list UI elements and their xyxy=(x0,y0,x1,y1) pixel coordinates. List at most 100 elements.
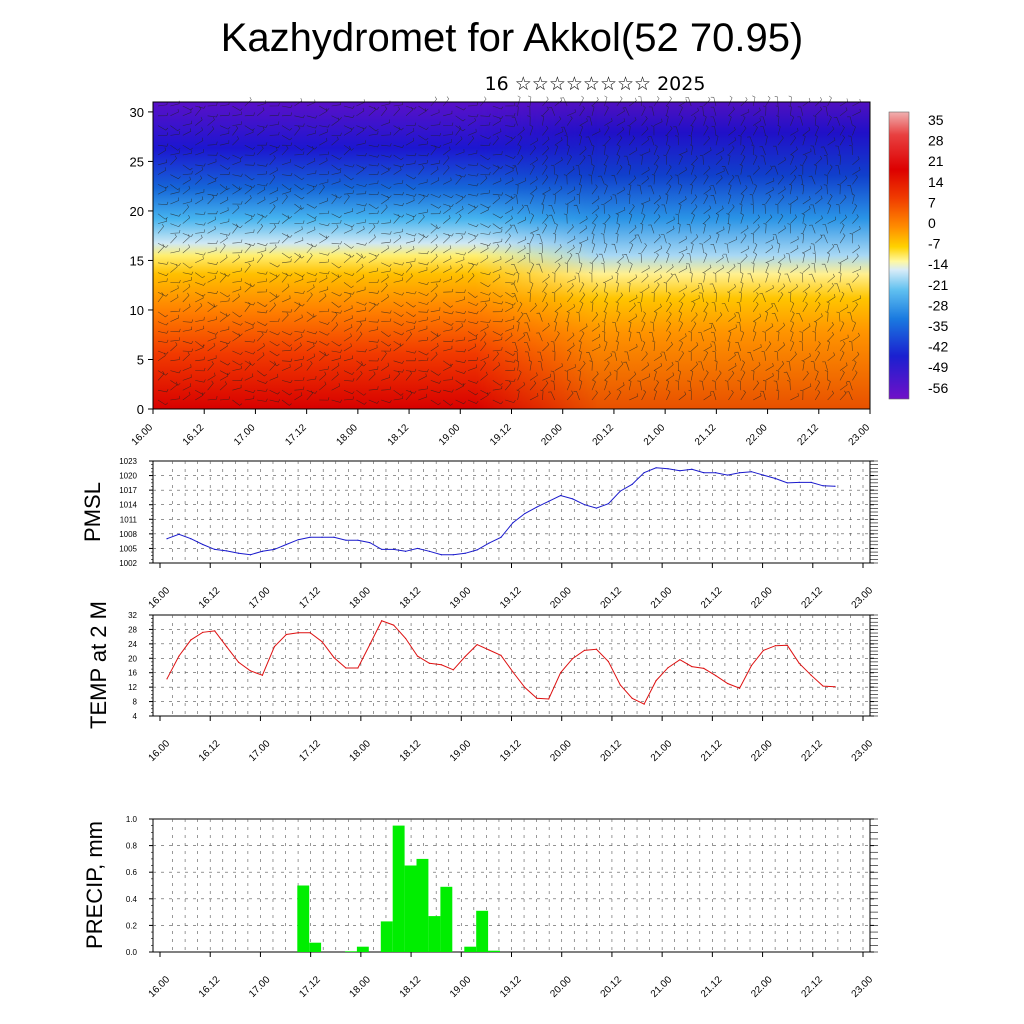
wind-barb xyxy=(814,301,821,312)
wind-barb xyxy=(232,201,243,205)
wind-barb xyxy=(585,136,593,146)
wind-barb xyxy=(566,144,570,156)
wind-barb xyxy=(838,272,842,283)
wind-barb xyxy=(505,136,513,146)
wind-barb xyxy=(823,106,828,116)
wind-barb xyxy=(740,108,750,117)
wind-barb xyxy=(443,255,452,264)
wind-barb xyxy=(393,369,405,373)
wind-barb xyxy=(232,111,242,117)
precip-bar xyxy=(464,946,477,952)
wind-barb xyxy=(306,144,318,150)
wind-barb xyxy=(393,331,405,336)
wind-barb xyxy=(257,107,265,117)
wind-barb xyxy=(567,332,575,342)
data-point xyxy=(524,512,526,515)
wind-barb xyxy=(244,112,255,117)
colorbar-label: 0 xyxy=(928,215,936,231)
wind-barb xyxy=(747,273,754,283)
wind-barb xyxy=(207,275,216,283)
wind-barb xyxy=(467,128,477,136)
wind-barb xyxy=(467,173,479,177)
wind-barb xyxy=(219,291,231,298)
wind-barb xyxy=(319,128,328,136)
wind-barb xyxy=(232,223,243,229)
wind-barb xyxy=(207,372,216,381)
wind-barb xyxy=(800,183,805,195)
wind-barb xyxy=(381,268,391,273)
data-point xyxy=(822,685,824,687)
wind-barb xyxy=(195,229,205,234)
wind-barb xyxy=(849,145,853,156)
wind-barb xyxy=(157,125,169,131)
wind-barb xyxy=(343,282,354,289)
wind-barb xyxy=(269,239,280,244)
wind-barb xyxy=(343,242,354,249)
data-point xyxy=(524,686,526,689)
wind-barb xyxy=(776,330,780,342)
wind-barb xyxy=(170,308,181,313)
wind-barb xyxy=(602,321,606,332)
wind-barb xyxy=(306,390,314,401)
wind-barb xyxy=(666,125,673,136)
wind-barb xyxy=(735,312,742,322)
wind-barb xyxy=(418,357,429,362)
wind-barb xyxy=(443,363,452,371)
wind-barb xyxy=(343,355,353,362)
wind-barb xyxy=(257,288,268,293)
wind-barb xyxy=(575,272,580,283)
wind-barb xyxy=(628,262,633,273)
wind-barb xyxy=(269,204,276,214)
wind-barb xyxy=(207,334,217,342)
wind-barb xyxy=(455,125,462,136)
wind-barb xyxy=(790,351,797,361)
wind-barb xyxy=(653,303,662,313)
wind-barb xyxy=(356,301,367,306)
wind-barb xyxy=(852,370,858,381)
wind-barb xyxy=(691,107,699,117)
wind-barb xyxy=(480,206,489,215)
wind-barb xyxy=(182,271,194,275)
wind-barb xyxy=(847,135,853,146)
wind-barb xyxy=(269,155,276,165)
wind-barb xyxy=(443,205,451,215)
wind-barb xyxy=(849,233,853,244)
wind-barb xyxy=(777,156,786,166)
data-point xyxy=(512,671,514,673)
data-point xyxy=(512,522,514,524)
wind-barb xyxy=(790,321,795,332)
wind-barb xyxy=(281,135,293,141)
wind-barb xyxy=(852,226,861,234)
wind-barb xyxy=(393,245,402,254)
data-point xyxy=(261,550,264,552)
wind-barb xyxy=(430,223,441,230)
wind-barb xyxy=(219,207,229,215)
wind-barb xyxy=(467,223,479,228)
wind-barb xyxy=(604,360,610,371)
wind-barb xyxy=(591,333,601,342)
wind-barb xyxy=(269,121,280,126)
wind-barb xyxy=(765,285,774,293)
wind-barb xyxy=(511,116,518,126)
data-point xyxy=(786,482,788,484)
wind-barb xyxy=(418,152,429,157)
wind-barb xyxy=(393,202,405,207)
data-point xyxy=(619,684,621,686)
wind-barb xyxy=(728,106,735,116)
wind-barb xyxy=(331,136,339,146)
wind-barb xyxy=(774,350,779,361)
wind-barb xyxy=(480,291,491,296)
wind-barb xyxy=(368,290,380,294)
wind-barb xyxy=(810,361,816,371)
wind-barb xyxy=(195,295,204,303)
wind-barb xyxy=(356,203,367,207)
x-tick-label: 17.12 xyxy=(297,738,323,764)
data-point xyxy=(416,547,419,550)
wind-barb xyxy=(688,389,692,401)
wind-barb xyxy=(257,100,267,107)
wind-barb xyxy=(195,222,206,226)
wind-barb xyxy=(195,116,203,126)
data-point xyxy=(249,554,252,556)
wind-barb xyxy=(690,164,695,175)
